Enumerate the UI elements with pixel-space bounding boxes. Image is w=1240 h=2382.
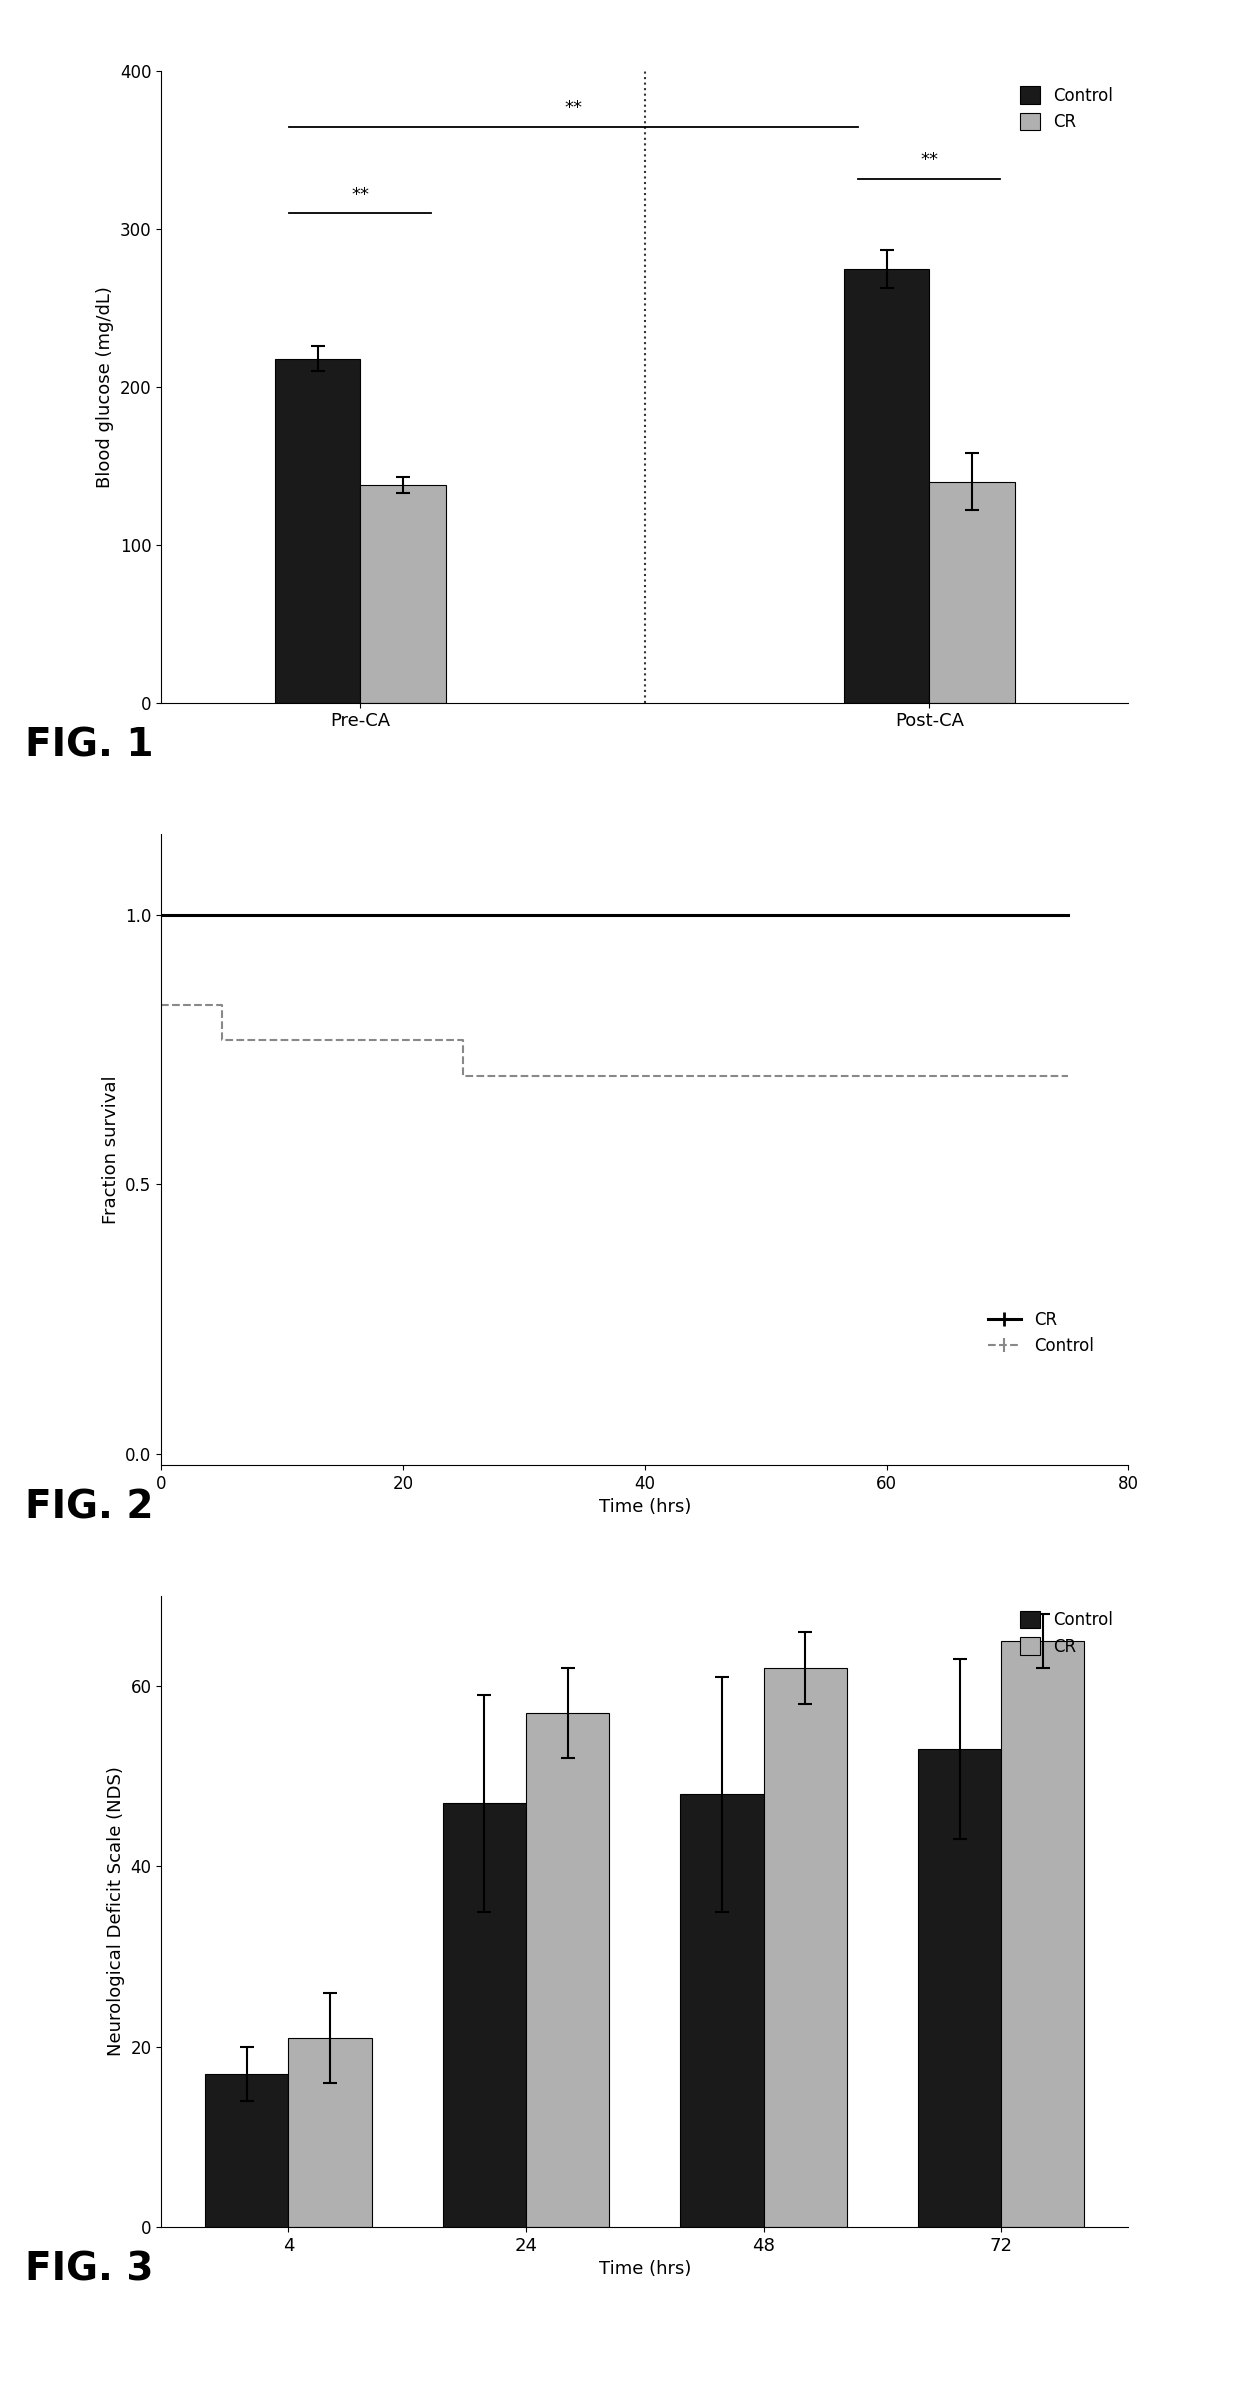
Legend: CR, Control: CR, Control — [981, 1305, 1101, 1363]
Legend: Control, CR: Control, CR — [1013, 79, 1120, 138]
Text: FIG. 2: FIG. 2 — [25, 1489, 154, 1527]
Bar — [205, 2075, 289, 2227]
Text: **: ** — [351, 186, 370, 205]
Bar — [929, 481, 1014, 703]
Control — [154, 991, 169, 1019]
Control — [215, 991, 229, 1019]
Bar — [1001, 1641, 1085, 2227]
X-axis label: Time (hrs): Time (hrs) — [599, 2261, 691, 2280]
Control — [456, 1027, 471, 1055]
Control — [734, 1062, 749, 1091]
Bar — [764, 1667, 847, 2227]
Bar — [918, 1748, 1001, 2227]
Y-axis label: Neurological Deficit Scale (NDS): Neurological Deficit Scale (NDS) — [107, 1767, 125, 2056]
Legend: Control, CR: Control, CR — [1013, 1603, 1120, 1663]
Bar — [289, 2037, 372, 2227]
Bar — [443, 1803, 526, 2227]
X-axis label: Time (hrs): Time (hrs) — [599, 1498, 691, 1517]
Bar — [681, 1794, 764, 2227]
Text: FIG. 3: FIG. 3 — [25, 2251, 154, 2289]
Bar — [275, 360, 361, 703]
Control — [734, 1062, 749, 1091]
Y-axis label: Blood glucose (mg/dL): Blood glucose (mg/dL) — [97, 286, 114, 488]
Bar — [361, 486, 445, 703]
Text: FIG. 1: FIG. 1 — [25, 727, 154, 765]
Control — [215, 1027, 229, 1055]
Control — [1060, 1062, 1075, 1091]
Text: **: ** — [920, 152, 939, 169]
Text: **: ** — [564, 100, 583, 117]
Y-axis label: Fraction survival: Fraction survival — [102, 1074, 119, 1224]
Control — [456, 1062, 471, 1091]
Bar — [526, 1713, 609, 2227]
Bar — [844, 269, 929, 703]
Line: Control: Control — [161, 1005, 1068, 1077]
